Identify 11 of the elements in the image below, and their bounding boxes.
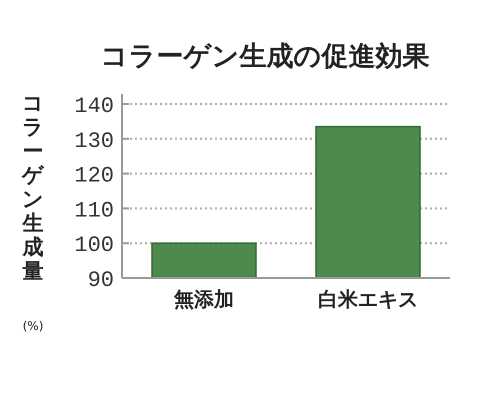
y-tick-label: 110 [74, 198, 114, 224]
chart-title: コラーゲン生成の促進効果 [100, 41, 430, 72]
y-tick-label: 140 [74, 94, 114, 119]
text: (%) [22, 319, 44, 333]
y-tick-label: 120 [74, 164, 114, 189]
x-tick-label: 白米エキス [318, 287, 418, 311]
y-tick-label: 100 [74, 233, 114, 258]
y-tick-label: 130 [74, 128, 114, 154]
y-axis-title: コラーゲン生成量 [21, 91, 45, 283]
y-tick-label: 90 [88, 268, 114, 293]
x-tick-label: 無添加 [173, 287, 234, 311]
